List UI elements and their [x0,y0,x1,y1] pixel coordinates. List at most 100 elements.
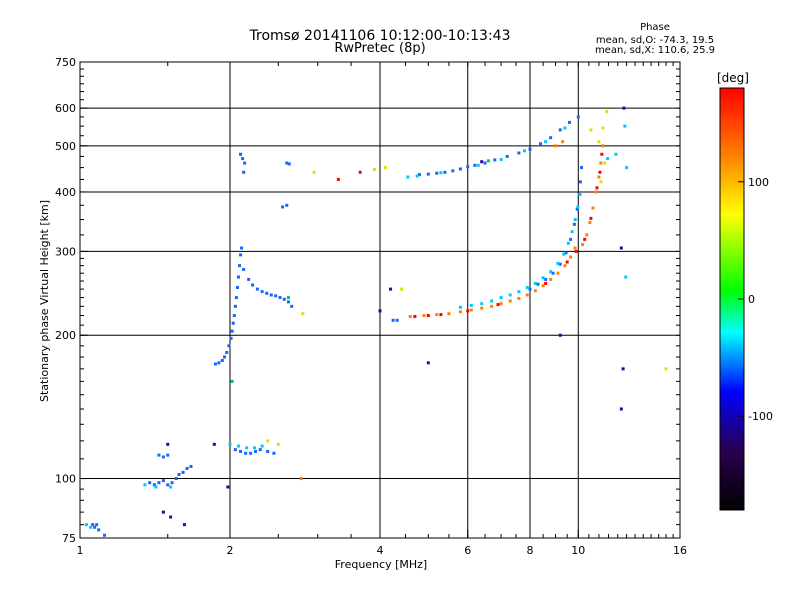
chart-subtitle: RwPretec (8p) [334,41,425,56]
data-point [621,367,625,371]
y-tick-label: 300 [55,245,76,258]
data-point [266,439,270,443]
data-point [601,144,605,148]
data-point [508,293,512,297]
data-point [619,407,623,411]
data-point [564,251,568,255]
x-tick-label: 6 [464,544,471,557]
data-point [490,299,494,303]
data-point [466,165,470,169]
data-point [166,483,170,487]
data-point [400,287,404,291]
data-point [563,264,567,268]
y-tick-label: 100 [55,473,76,486]
data-point [373,167,377,171]
data-point [496,303,500,307]
data-point [528,287,532,291]
data-point [245,446,249,450]
data-point [413,314,417,318]
data-point [233,304,237,308]
data-point [583,237,587,241]
data-point [157,453,161,457]
data-point [84,523,88,527]
data-point [558,128,562,132]
data-point [282,297,286,301]
colorbar-tick-label: -100 [748,410,773,423]
data-point [508,299,512,303]
data-point [185,466,189,470]
data-point [230,329,234,333]
data-point [597,175,601,179]
data-point [161,455,165,459]
data-point [231,321,235,325]
data-point [473,163,477,167]
data-point [272,451,276,455]
x-tick-label: 2 [227,544,234,557]
data-point [561,140,565,144]
data-point [234,296,238,300]
data-point [576,205,580,209]
data-point [599,180,603,184]
data-point [255,287,259,291]
data-point [541,284,545,288]
data-point [228,442,232,446]
data-point [299,477,303,481]
data-point [253,449,257,453]
data-point [253,446,257,450]
data-point [595,186,599,190]
data-point [578,180,582,184]
data-point [591,206,595,210]
data-point [232,314,236,318]
data-point [395,318,399,322]
data-point [217,361,221,365]
y-tick-label: 750 [55,56,76,69]
colorbar-ticks: -100 0 100 [738,176,773,423]
data-point [469,303,473,307]
data-point [580,166,584,170]
data-point [556,261,560,265]
data-point [238,264,242,268]
data-point [480,306,484,310]
data-point [415,174,419,178]
phase-stats-x: mean, sd,X: 110.6, 25.9 [595,45,715,56]
data-point [213,362,217,366]
data-point [562,252,566,256]
phase-stats-title: Phase [640,22,670,33]
data-point [239,253,243,257]
data-point [95,523,99,527]
data-point [517,151,521,155]
data-point [517,290,521,294]
data-point [240,246,244,250]
data-point [358,170,362,174]
data-point [483,161,487,165]
data-point [569,255,573,259]
data-point [443,170,447,174]
data-point [91,523,95,527]
data-point [544,277,548,281]
data-point [169,515,173,519]
data-point [505,154,509,158]
data-point [567,120,571,124]
data-point [103,533,107,537]
data-point [523,149,527,153]
data-point [578,193,582,197]
data-point [233,448,237,452]
data-point [242,267,246,271]
data-point [486,159,490,163]
data-point [161,479,165,483]
data-point [536,282,540,286]
data-point [154,485,158,489]
data-point [439,171,443,175]
data-point [553,144,557,148]
data-point [622,106,626,110]
data-point [549,136,553,140]
data-point [285,161,289,165]
data-point [286,300,290,304]
data-point [378,309,382,313]
y-tick-label: 75 [62,532,76,545]
data-point [525,293,529,297]
data-point [301,312,305,316]
data-point [458,310,462,314]
data-point [549,277,553,281]
